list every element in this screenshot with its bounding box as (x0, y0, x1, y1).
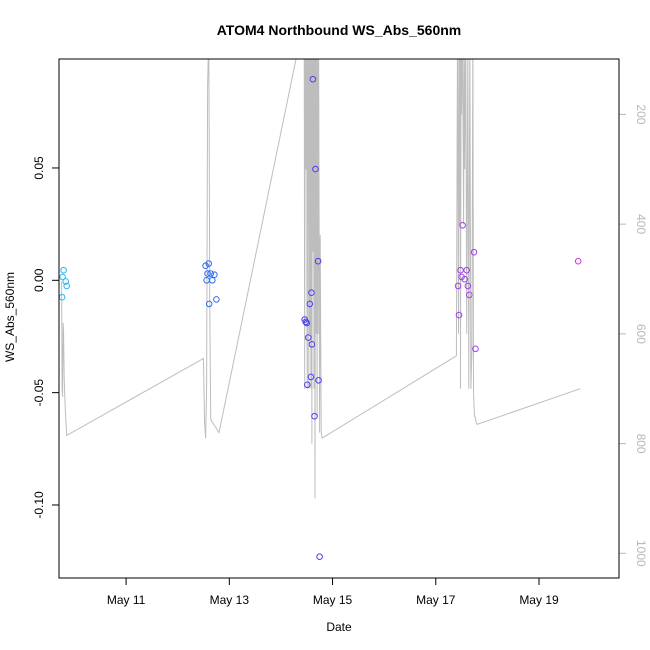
data-point (311, 412, 318, 420)
data-point (211, 271, 218, 279)
data-point (464, 282, 472, 290)
x-ticks: May 11 May 13 May 15 May 17 May 19 (107, 578, 559, 607)
data-point (302, 318, 310, 326)
data-point (472, 345, 479, 353)
y2-ticks: 200 400 600 800 1000 (619, 104, 648, 567)
data-point (309, 75, 317, 83)
y2-tick-label: 400 (634, 214, 648, 234)
data-point (59, 273, 66, 281)
y-tick-label: -0.10 (32, 491, 46, 519)
data-point (303, 319, 311, 327)
x-tick-label: May 11 (107, 593, 146, 607)
data-point (308, 341, 316, 348)
data-point (312, 165, 319, 173)
data-point (304, 381, 311, 389)
data-point (205, 300, 213, 308)
y-axis-label: WS_Abs_560nm (3, 272, 17, 362)
y-tick-label: 0.00 (32, 268, 46, 292)
plot-content (59, 59, 582, 561)
data-point (470, 248, 478, 256)
y2-axis: 200 400 600 800 1000 (618, 90, 648, 567)
data-points (59, 75, 582, 561)
data-point (454, 282, 462, 290)
data-point (209, 277, 216, 284)
y2-tick-label: 200 (634, 104, 648, 124)
x-tick-label: May 15 (313, 593, 353, 607)
data-point (307, 373, 315, 381)
y2-tick-label: 1000 (634, 540, 648, 567)
data-point (463, 266, 471, 274)
data-point (314, 257, 322, 265)
x-tick-label: May 17 (416, 593, 456, 607)
x-axis-label: Date (326, 620, 352, 634)
data-point (213, 296, 220, 303)
x-axis: May 11 May 13 May 15 May 17 May 19 (107, 577, 559, 607)
data-point (466, 291, 473, 299)
y-tick-label: -0.05 (32, 379, 46, 407)
y-axis: -0.10 -0.05 0.00 0.05 (32, 156, 60, 519)
data-point (455, 311, 463, 319)
y2-tick-label: 800 (634, 434, 648, 454)
data-point (315, 377, 322, 384)
data-point (204, 270, 211, 277)
data-point (205, 260, 212, 267)
chart-title: ATOM4 Northbound WS_Abs_560nm (217, 22, 462, 38)
data-point (316, 553, 323, 561)
data-point (306, 300, 314, 308)
secondary-series-line (61, 59, 581, 499)
data-point (459, 222, 466, 229)
data-point (574, 257, 582, 265)
data-point (457, 266, 464, 274)
x-tick-label: May 19 (519, 593, 559, 607)
y-ticks: -0.10 -0.05 0.00 0.05 (32, 156, 59, 519)
data-point (308, 289, 315, 297)
plot-frame (58, 58, 620, 579)
x-tick-label: May 13 (210, 593, 250, 607)
data-point (60, 266, 67, 274)
data-point (461, 275, 469, 283)
y2-tick-label: 600 (634, 324, 648, 344)
data-point (62, 278, 69, 285)
data-point (63, 282, 70, 290)
data-point (305, 334, 312, 341)
y-tick-label: 0.05 (32, 156, 46, 180)
data-point (207, 270, 214, 277)
